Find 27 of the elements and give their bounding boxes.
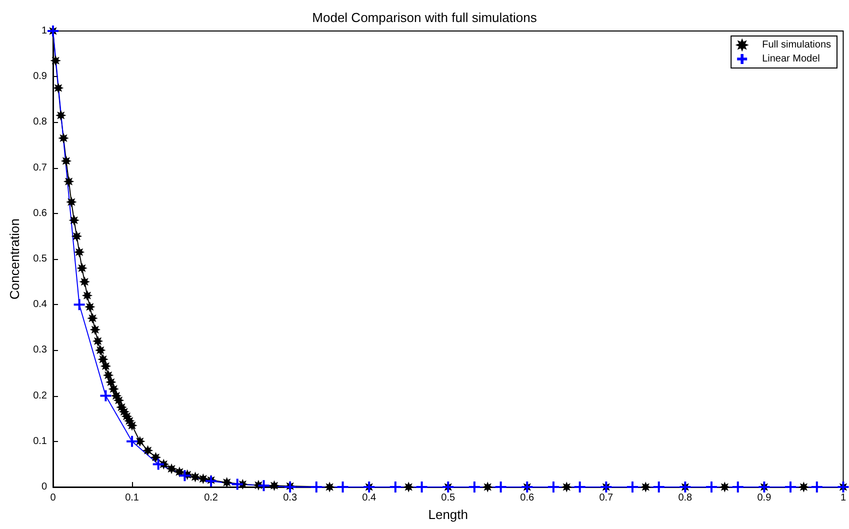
- y-tick-label: 0.6: [33, 208, 48, 219]
- y-tick-label: 0.7: [33, 162, 48, 174]
- x-tick-label: 0.2: [204, 492, 218, 504]
- x-tick-label: 0.6: [520, 492, 535, 504]
- legend-label: Full simulations: [762, 40, 832, 50]
- y-tick-label: 0.5: [33, 254, 48, 264]
- x-tick-label: 0.9: [757, 492, 772, 504]
- x-tick-label: 0.7: [599, 492, 614, 504]
- x-tick-label: 0.5: [441, 492, 456, 504]
- y-tick-label: 0.9: [33, 71, 48, 82]
- x-tick-label: 0.4: [362, 492, 376, 504]
- y-tick-label: 1: [41, 26, 48, 36]
- x-axis-title: Length: [428, 506, 468, 522]
- x-tick-label: 0.3: [283, 492, 298, 504]
- y-tick-label: 0.8: [33, 116, 48, 128]
- y-tick-label: 0.3: [33, 344, 48, 356]
- x-tick-label: 0: [50, 492, 56, 504]
- x-tick-label: 0.8: [678, 492, 693, 504]
- y-axis-title: Concentration: [7, 218, 22, 300]
- y-tick-label: 0.1: [33, 436, 48, 447]
- y-tick-label: 0.2: [33, 390, 48, 402]
- legend-label: Linear Model: [762, 54, 820, 64]
- y-tick-label: 0.4: [33, 299, 48, 310]
- chart-title: Model Comparison with full simulations: [312, 10, 538, 25]
- y-tick-label: 0: [41, 482, 48, 492]
- x-tick-label: 0.1: [125, 492, 140, 504]
- x-tick-label: 1: [840, 492, 846, 504]
